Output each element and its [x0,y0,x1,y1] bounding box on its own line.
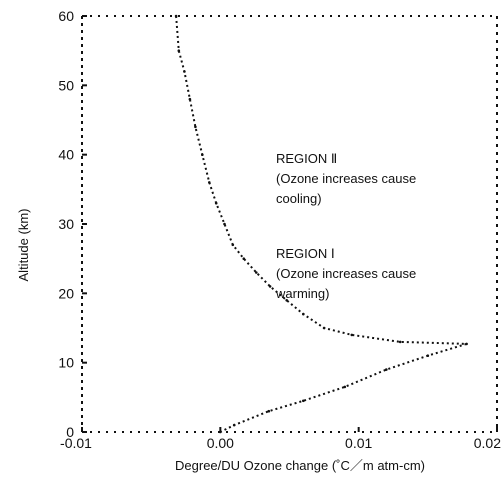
y-tick-label: 0 [66,424,74,440]
series-line [175,15,468,433]
series-point [177,49,181,52]
plot-frame [81,15,498,433]
x-tick-label: 0.01 [345,435,372,451]
x-tick-label: 0.00 [207,435,234,451]
x-axis-ticks: -0.01 0.00 0.01 0.02 [60,427,501,451]
series-point [398,340,402,344]
annotation-line: (Ozone increases cause [276,171,416,186]
y-tick-label: 30 [58,216,74,232]
series-point [194,125,197,129]
series-point [174,14,178,18]
series-point [208,181,211,184]
series-point [232,423,236,427]
series-point [426,354,430,358]
series-point [465,342,468,346]
series-point [302,399,305,403]
series-point [343,385,347,389]
y-tick-label: 10 [58,355,74,371]
y-tick-label: 20 [58,285,74,301]
y-axis-ticks: 0 10 20 30 40 50 60 [58,8,87,440]
series-point [268,285,272,288]
annotation-line: REGION Ⅱ [276,151,337,166]
x-tick-label: 0.02 [474,435,501,451]
y-axis-title: Altitude (km) [16,209,31,282]
x-tick-label: -0.01 [60,435,92,451]
annotation-line: cooling) [276,191,322,206]
series-point [322,326,326,330]
series-point [223,222,226,226]
series-point [231,243,235,247]
annotation-region2: REGION Ⅱ (Ozone increases cause cooling) [276,151,416,206]
series-point [285,299,289,302]
series-point [267,409,271,413]
data-series [174,14,468,434]
series-point [188,97,192,101]
series-point [302,312,305,316]
series-point [214,201,218,205]
y-tick-label: 60 [58,8,74,24]
series-point [183,70,186,73]
y-tick-label: 40 [58,147,74,163]
series-point [242,257,246,261]
annotation-line: (Ozone increases cause [276,266,416,281]
series-point [201,153,204,156]
annotations: REGION Ⅱ(Ozone increases causecooling)RE… [275,151,416,301]
series-point [385,368,388,371]
annotation-line: warming) [275,286,329,301]
series-point [350,333,354,337]
series-point [254,271,258,274]
series-point [219,430,222,434]
y-tick-label: 50 [58,77,74,93]
x-axis-title: Degree/DU Ozone change (˚C／m atm-cm) [175,458,425,473]
annotation-line: REGION Ⅰ [276,246,335,261]
annotation-region1: REGION Ⅰ (Ozone increases cause warming) [275,246,416,301]
